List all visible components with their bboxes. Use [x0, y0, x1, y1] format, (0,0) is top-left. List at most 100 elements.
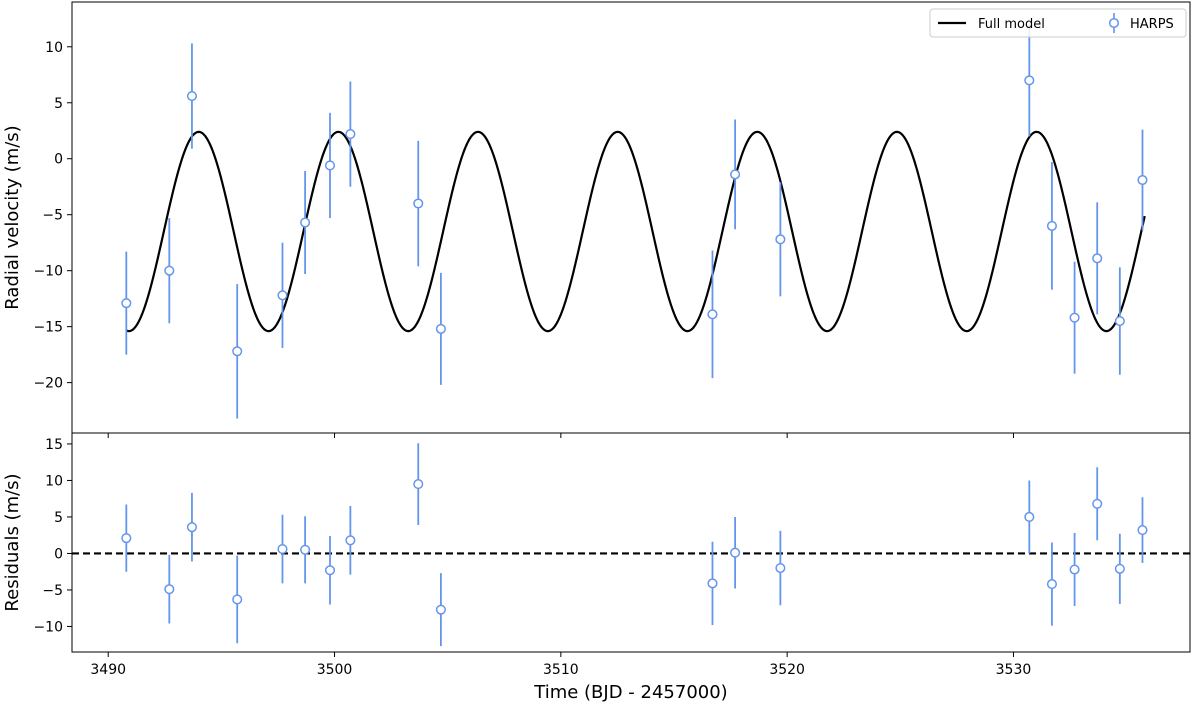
bottom-y-tick-label: 5 — [54, 510, 63, 526]
harps-point — [775, 182, 786, 297]
bottom-x-tick-label: 3520 — [769, 662, 805, 678]
harps-marker — [435, 323, 446, 334]
residual-marker — [1114, 563, 1125, 574]
bottom-x-tick-label: 3490 — [90, 662, 126, 678]
residuals-panel: 15 10 5 0 −5 −10 3490 3500 3510 3520 3530 — [33, 432, 1191, 678]
harps-marker — [413, 198, 424, 209]
residual-point — [1114, 533, 1125, 604]
harps-marker — [121, 298, 132, 309]
harps-point — [345, 81, 356, 187]
residual-marker — [164, 584, 175, 595]
residual-marker — [1137, 525, 1148, 536]
residual-point — [164, 554, 175, 624]
harps-marker — [775, 234, 786, 245]
residual-marker — [324, 565, 336, 576]
time-axis-label: Time (BJD - 2457000) — [533, 682, 727, 703]
residual-point — [1092, 467, 1103, 541]
harps-point — [186, 43, 197, 149]
harps-point — [164, 218, 175, 324]
harps-point — [300, 171, 311, 275]
residual-marker — [413, 479, 424, 490]
harps-marker — [324, 160, 336, 171]
legend-harps-marker — [1108, 17, 1120, 29]
residuals-axis-label: Residuals (m/s) — [2, 473, 23, 611]
residual-marker — [232, 594, 243, 605]
harps-marker — [1024, 75, 1035, 86]
harps-point — [413, 140, 424, 267]
harps-point — [1069, 261, 1080, 374]
harps-marker — [277, 290, 288, 301]
residual-point — [1024, 480, 1035, 554]
residual-point — [730, 516, 741, 589]
legend-box — [929, 8, 1187, 38]
bottom-x-tick-label: 3530 — [996, 662, 1032, 678]
bottom-y-tick-label: 10 — [45, 473, 63, 489]
harps-marker — [1069, 312, 1080, 323]
harps-marker — [1092, 253, 1103, 264]
residual-marker — [277, 544, 288, 555]
residual-point — [186, 492, 197, 562]
harps-marker — [1046, 220, 1057, 231]
residual-marker — [1069, 564, 1080, 575]
residual-marker — [1046, 579, 1057, 590]
harps-point — [324, 112, 336, 219]
residual-point — [707, 541, 718, 625]
residual-point — [232, 555, 243, 644]
residual-marker — [707, 578, 718, 589]
harps-marker — [1137, 174, 1148, 186]
harps-marker — [707, 309, 718, 320]
top-y-tick-label: −15 — [33, 320, 63, 336]
residual-point — [345, 506, 356, 575]
harps-point — [1114, 267, 1125, 375]
residual-marker — [121, 533, 132, 544]
top-y-tick-label: 5 — [54, 96, 63, 112]
residual-point — [413, 443, 424, 525]
residual-marker — [1024, 511, 1035, 523]
top-plot-area — [121, 24, 1148, 419]
residual-marker — [1092, 498, 1103, 509]
residual-marker — [435, 604, 446, 615]
legend: Full model HARPS — [929, 8, 1187, 38]
top-axes-frame — [71, 1, 1191, 434]
legend-harps-label: HARPS — [1130, 17, 1174, 32]
residual-point — [277, 514, 288, 584]
radial-velocity-axis-label: Radial velocity (m/s) — [2, 125, 23, 309]
legend-model-label: Full model — [978, 17, 1045, 32]
residual-marker — [300, 544, 311, 555]
bottom-x-tick-label: 3510 — [543, 662, 579, 678]
residual-point — [1137, 497, 1148, 563]
harps-marker — [232, 346, 243, 357]
residual-marker — [186, 522, 197, 533]
harps-marker — [730, 169, 741, 180]
residual-marker — [730, 547, 741, 558]
residual-point — [1046, 542, 1057, 626]
top-y-tick-label: 0 — [54, 152, 63, 168]
residual-marker — [345, 535, 356, 546]
bottom-y-tick-label: −5 — [42, 583, 63, 599]
harps-point — [1046, 162, 1057, 290]
bottom-y-tick-label: 15 — [45, 437, 63, 453]
radial-velocity-panel: 10 5 0 −5 −10 −15 −20 Full model HARPS — [33, 1, 1191, 438]
residual-point — [300, 516, 311, 584]
residual-point — [435, 573, 446, 647]
top-y-tick-label: −10 — [33, 264, 63, 280]
residual-point — [775, 530, 786, 606]
residual-point — [324, 535, 336, 605]
harps-point — [1137, 129, 1148, 231]
harps-point — [435, 272, 446, 385]
harps-marker — [300, 217, 311, 228]
bottom-y-tick-label: 0 — [54, 546, 63, 562]
harps-point — [1024, 24, 1035, 137]
residual-marker — [775, 563, 786, 574]
residual-point — [121, 504, 132, 572]
harps-point — [232, 284, 243, 419]
harps-marker — [186, 90, 197, 102]
bottom-plot-area — [72, 443, 1190, 647]
bottom-y-tick-label: −10 — [33, 619, 63, 635]
harps-point — [730, 119, 741, 230]
top-y-tick-label: 10 — [45, 40, 63, 56]
harps-point — [121, 251, 132, 355]
top-y-tick-label: −5 — [42, 208, 63, 224]
